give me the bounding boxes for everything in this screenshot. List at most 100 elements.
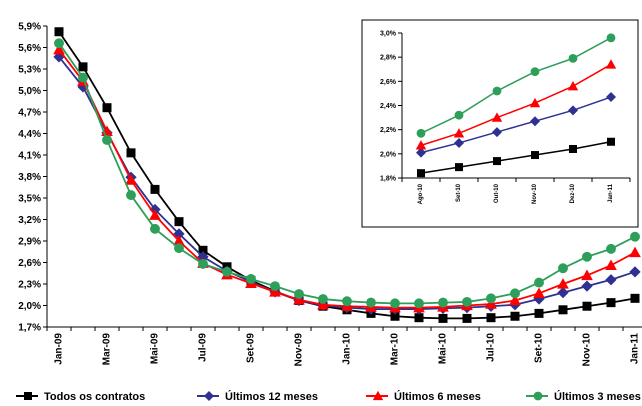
- data-point: [529, 97, 541, 108]
- data-point: [173, 235, 185, 246]
- data-point: [198, 245, 208, 255]
- data-point: [174, 243, 184, 254]
- data-point: [453, 128, 465, 138]
- y-tick-label: 3,8%: [18, 172, 41, 183]
- legend-marker: [204, 391, 214, 401]
- data-point: [534, 277, 544, 288]
- data-point: [438, 297, 448, 308]
- series-line: [420, 63, 612, 147]
- data-point: [629, 266, 641, 278]
- legend-label: Últimos 6 meses: [394, 390, 481, 403]
- y-tick-label: 5,6%: [18, 43, 41, 54]
- x-tick-label: Set-09: [246, 333, 257, 363]
- data-point: [462, 296, 472, 307]
- y-tick-label: 2,6%: [18, 258, 41, 269]
- data-point: [125, 174, 137, 185]
- y-tick-label: 2,0%: [18, 301, 41, 312]
- data-point: [509, 294, 521, 306]
- y-tick-label: 3,0%: [380, 30, 397, 37]
- data-point: [605, 259, 617, 271]
- x-tick-label: Mar-10: [390, 333, 401, 366]
- data-point: [366, 297, 376, 308]
- data-point: [417, 169, 425, 178]
- y-tick-label: 4,1%: [18, 151, 41, 162]
- data-point: [531, 151, 539, 160]
- legend-marker: [372, 390, 384, 401]
- y-tick-label: 5,9%: [18, 22, 41, 33]
- inset-chart: 3,0% 2,8% 2,6% 2,4% 2,2% 2,0% 1,8% Ago-10 Set-10…: [361, 19, 639, 228]
- data-point: [317, 298, 329, 310]
- series-line: [420, 37, 612, 134]
- data-point: [54, 38, 64, 49]
- data-point: [510, 311, 520, 321]
- data-point: [533, 287, 545, 298]
- legend-label: Todos os contratos: [44, 391, 145, 403]
- data-point: [491, 112, 503, 122]
- data-point: [486, 313, 496, 323]
- data-point: [534, 308, 544, 318]
- data-point: [150, 184, 160, 194]
- x-tick-label: Out-10: [494, 183, 500, 203]
- data-point: [558, 263, 568, 274]
- data-point: [78, 62, 88, 72]
- y-tick-label: 1,8%: [380, 175, 397, 182]
- series-line: [420, 141, 612, 174]
- x-tick-label: Nov-10: [582, 333, 593, 367]
- data-point: [222, 266, 232, 277]
- data-point: [492, 127, 502, 138]
- data-point: [629, 246, 641, 258]
- data-point: [269, 286, 281, 297]
- data-point: [390, 311, 400, 321]
- y-tick-label: 5,3%: [18, 65, 41, 76]
- x-tick-label: Jan-09: [54, 333, 65, 365]
- data-point: [569, 145, 577, 153]
- data-point: [485, 298, 497, 309]
- legend-label: Últimos 3 meses: [554, 390, 641, 403]
- data-point: [567, 80, 579, 91]
- data-point: [414, 313, 424, 323]
- data-point: [510, 288, 520, 299]
- y-tick-label: 2,6%: [380, 79, 397, 86]
- data-point: [126, 148, 136, 158]
- data-point: [606, 33, 616, 43]
- data-point: [293, 293, 305, 305]
- y-tick-label: 3,2%: [18, 215, 41, 226]
- x-tick-label: Dez-10: [570, 183, 576, 203]
- legend-marker: [533, 391, 543, 401]
- data-point: [173, 228, 185, 240]
- y-tick-label: 4,4%: [18, 129, 41, 140]
- data-point: [530, 67, 540, 77]
- y-tick-label: 2,3%: [18, 280, 41, 291]
- data-point: [568, 105, 578, 116]
- data-point: [416, 147, 426, 158]
- data-point: [568, 53, 578, 63]
- data-point: [415, 140, 427, 150]
- data-point: [78, 72, 88, 83]
- data-point: [462, 313, 472, 323]
- x-tick-label: Set-10: [456, 183, 462, 202]
- data-point: [582, 301, 592, 311]
- data-point: [606, 92, 616, 103]
- data-point: [581, 269, 593, 281]
- data-point: [582, 251, 592, 262]
- data-point: [54, 27, 64, 37]
- x-tick-label: Jul-09: [198, 333, 209, 362]
- data-point: [454, 110, 464, 120]
- y-tick-label: 2,0%: [380, 151, 397, 158]
- data-point: [606, 298, 616, 308]
- y-tick-label: 3,5%: [18, 194, 41, 205]
- data-point: [557, 278, 569, 289]
- legend-marker: [24, 392, 32, 400]
- data-point: [342, 296, 352, 307]
- data-point: [492, 86, 502, 96]
- data-point: [493, 157, 501, 166]
- y-tick-label: 4,7%: [18, 108, 41, 119]
- data-point: [455, 163, 463, 172]
- data-point: [126, 190, 136, 201]
- data-point: [558, 305, 568, 315]
- x-tick-label: Ago-10: [418, 183, 424, 204]
- data-point: [605, 274, 617, 286]
- x-tick-label: Mar-09: [102, 333, 113, 366]
- x-tick-label: Jan-11: [630, 333, 641, 365]
